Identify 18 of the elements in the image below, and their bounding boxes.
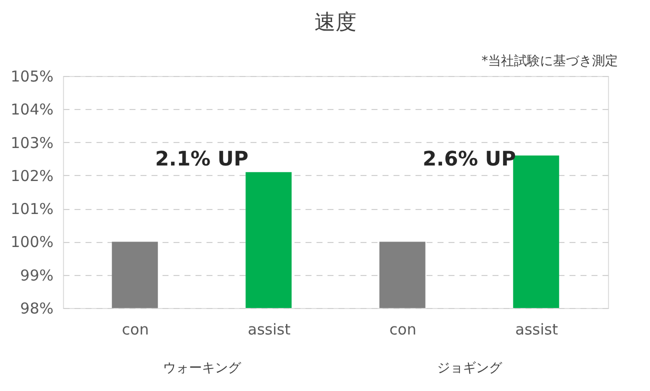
x-tick-label: assist <box>248 320 291 338</box>
x-tick-label: con <box>389 320 416 338</box>
y-tick-label: 100% <box>10 233 54 252</box>
y-tick-label: 102% <box>10 166 54 185</box>
y-tick-label: 104% <box>10 100 54 119</box>
y-tick-label: 103% <box>10 134 54 152</box>
y-tick-label: 105% <box>10 68 54 86</box>
chart-title: 速度 <box>314 10 356 34</box>
x-tick-label: assist <box>515 320 558 338</box>
x-tick-label: con <box>122 320 149 338</box>
annotation: 2.6% UP <box>422 146 516 171</box>
text: ジョギング <box>436 361 503 376</box>
annotation: 2.1% UP <box>155 146 248 171</box>
text: ウォーキング <box>162 361 242 376</box>
y-tick-label: 101% <box>10 200 54 218</box>
text: *当社試験に基づき測定 <box>482 54 618 69</box>
y-tick-label: 98% <box>20 300 54 318</box>
y-tick-label: 99% <box>20 266 54 284</box>
